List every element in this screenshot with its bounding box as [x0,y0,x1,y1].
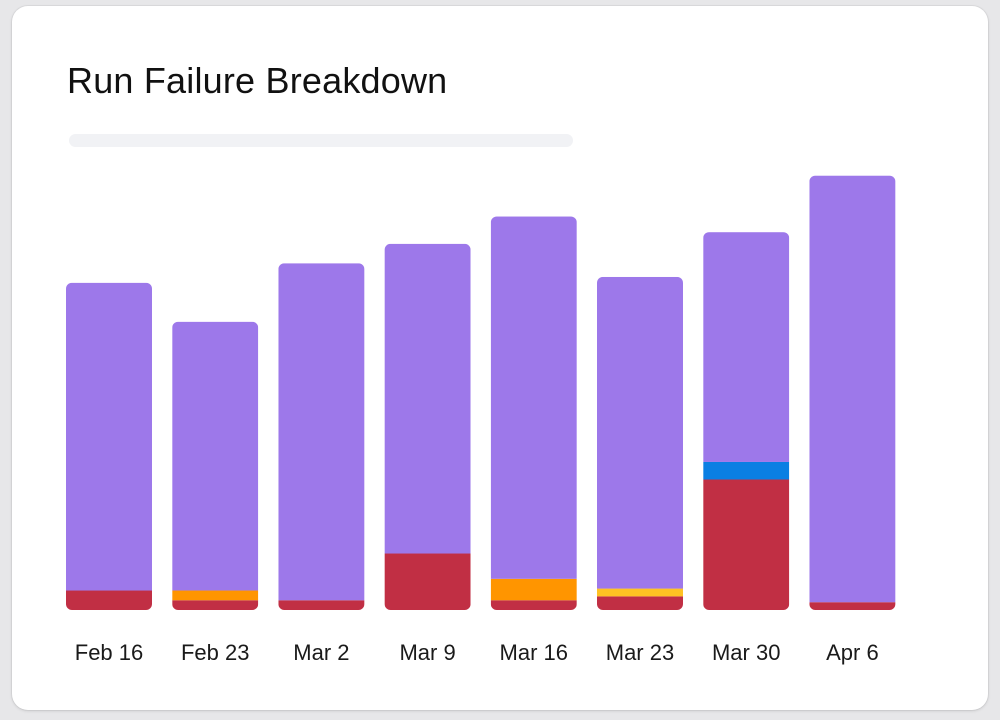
x-tick-label: Mar 9 [399,640,455,665]
chart-title: Run Failure Breakdown [67,60,448,101]
bar-segment-skipped[interactable] [597,588,683,597]
bar-group-6[interactable] [703,232,790,610]
bar-group-1[interactable] [172,321,259,610]
bar-segment-failed[interactable] [490,600,577,610]
bar-group-3[interactable] [384,243,471,610]
bar-group-7[interactable] [809,175,896,610]
bar-segment-success[interactable] [384,243,471,554]
bar-segment-success[interactable] [278,263,365,601]
bar-segment-failed[interactable] [384,553,471,610]
bar-segment-timed_out[interactable] [703,461,790,480]
x-tick-label: Mar 30 [712,640,780,665]
x-tick-label: Mar 16 [500,640,568,665]
loading-placeholder-bar [69,134,573,147]
bar-segment-failed[interactable] [809,602,896,610]
x-tick-label: Feb 16 [75,640,144,665]
bar-segment-failed[interactable] [597,596,683,610]
bar-segment-failed[interactable] [703,479,790,610]
x-tick-label: Apr 6 [826,640,879,665]
bar-segment-failed[interactable] [172,600,259,610]
x-tick-label: Feb 23 [181,640,250,665]
bar-segment-success[interactable] [172,321,259,591]
bar-segment-cancelled[interactable] [490,578,577,601]
bar-segment-success[interactable] [597,276,683,589]
bar-segment-success[interactable] [809,175,896,603]
bar-segment-failed[interactable] [66,590,152,610]
bar-segment-cancelled[interactable] [172,590,259,601]
bar-segment-success[interactable] [66,282,152,591]
bar-segment-success[interactable] [490,216,577,579]
bar-group-4[interactable] [490,216,577,610]
bar-group-5[interactable] [597,276,683,610]
x-tick-label: Mar 23 [606,640,674,665]
bar-segment-success[interactable] [703,232,790,462]
x-tick-label: Mar 2 [293,640,349,665]
bar-segment-failed[interactable] [278,600,365,610]
bar-group-0[interactable] [66,282,152,610]
bar-group-2[interactable] [278,263,365,610]
